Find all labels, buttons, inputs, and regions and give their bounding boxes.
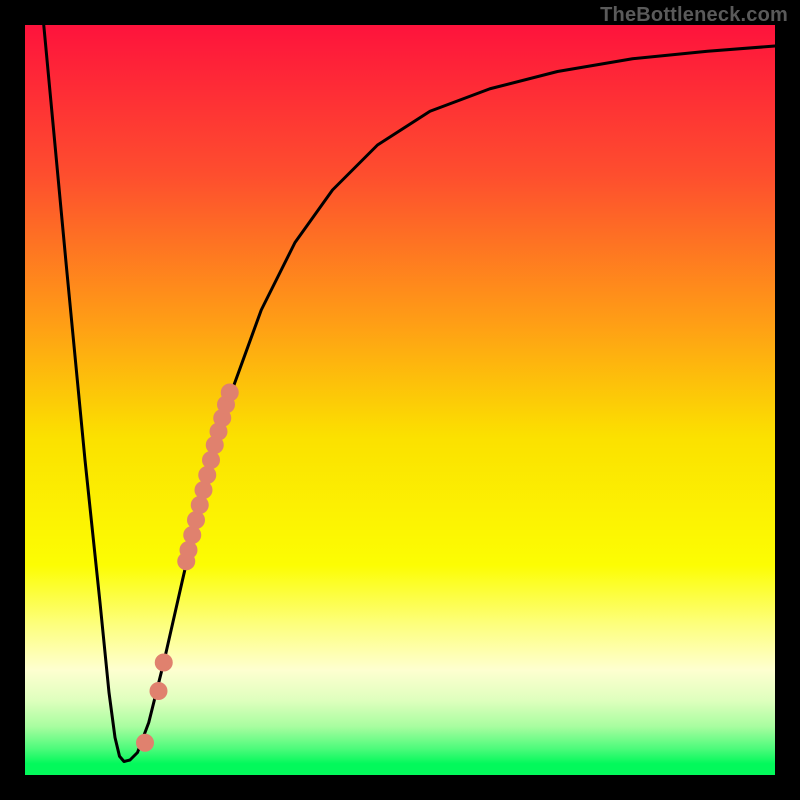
data-marker [150,682,168,700]
data-marker [221,384,239,402]
data-marker [180,541,198,559]
chart-svg [25,25,775,775]
data-marker [198,466,216,484]
data-marker [191,496,209,514]
watermark-text: TheBottleneck.com [600,4,788,27]
chart-plot-area [25,25,775,775]
data-marker [136,734,154,752]
data-marker [183,526,201,544]
data-marker [187,511,205,529]
gradient-background [25,25,775,775]
data-marker [195,481,213,499]
data-marker [202,451,220,469]
data-marker [155,654,173,672]
